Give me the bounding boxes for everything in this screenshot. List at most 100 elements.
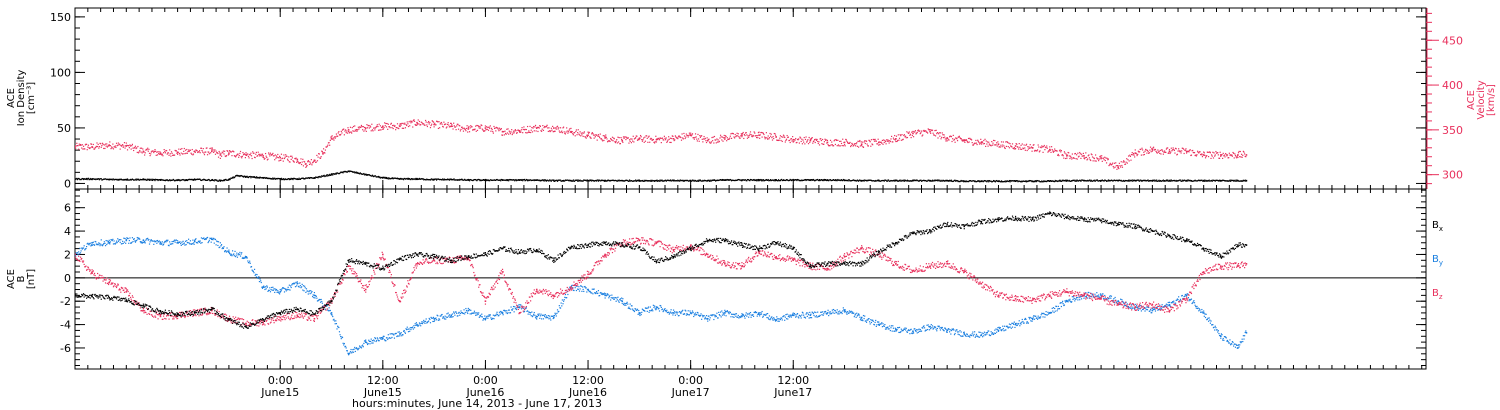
density-point xyxy=(411,178,413,180)
velocity-point xyxy=(646,137,648,139)
density-point xyxy=(150,179,152,181)
density-point xyxy=(262,176,264,179)
velocity-point xyxy=(140,151,142,153)
by-point xyxy=(1237,347,1239,349)
velocity-point xyxy=(1029,144,1031,146)
density-point xyxy=(326,174,328,176)
velocity-point xyxy=(1052,151,1055,153)
density-point xyxy=(971,180,973,182)
velocity-point xyxy=(809,138,811,140)
density-point xyxy=(1234,180,1237,182)
velocity-point xyxy=(671,137,673,140)
density-point xyxy=(1099,180,1102,182)
density-point xyxy=(215,179,217,182)
velocity-point xyxy=(333,136,336,138)
velocity-point xyxy=(1047,150,1050,152)
density-point xyxy=(468,180,471,182)
velocity-point xyxy=(673,139,675,142)
velocity-point xyxy=(872,138,874,141)
velocity-point xyxy=(946,140,948,142)
density-point xyxy=(603,180,606,182)
by-point xyxy=(100,243,102,245)
density-point xyxy=(415,177,417,180)
by-point xyxy=(172,243,174,245)
density-point xyxy=(385,176,388,179)
velocity-point xyxy=(868,139,870,141)
velocity-point xyxy=(685,136,687,138)
density-point xyxy=(273,178,275,180)
density-point xyxy=(711,179,713,181)
velocity-point xyxy=(98,147,100,149)
velocity-point xyxy=(794,139,796,141)
velocity-point xyxy=(973,143,975,145)
density-point xyxy=(874,180,876,182)
density-point xyxy=(671,180,673,182)
density-point xyxy=(246,175,248,177)
density-point xyxy=(666,179,668,182)
velocity-point xyxy=(617,136,619,138)
velocity-point xyxy=(799,136,801,138)
by-point xyxy=(255,273,257,275)
velocity-point xyxy=(348,132,350,134)
velocity-point xyxy=(621,138,623,141)
velocity-point xyxy=(448,126,450,128)
density-point xyxy=(615,179,617,182)
velocity-point xyxy=(981,141,983,143)
velocity-point xyxy=(888,142,890,144)
density-point xyxy=(1194,179,1196,181)
density-point xyxy=(1054,180,1056,183)
density-point xyxy=(651,179,653,181)
density-point xyxy=(1010,180,1012,182)
velocity-point xyxy=(610,137,612,140)
velocity-point xyxy=(343,128,345,130)
density-point xyxy=(975,181,977,183)
by-point xyxy=(250,266,252,268)
density-point xyxy=(1104,179,1106,181)
velocity-point xyxy=(489,127,491,129)
velocity-point xyxy=(1121,164,1123,167)
velocity-point xyxy=(391,124,394,127)
density-point xyxy=(1040,181,1042,183)
density-point xyxy=(428,179,430,181)
density-point xyxy=(1199,180,1201,182)
velocity-point xyxy=(401,122,403,125)
velocity-point xyxy=(1094,160,1096,162)
by-point xyxy=(137,238,139,240)
density-point xyxy=(1055,180,1057,182)
density-point xyxy=(1003,181,1006,183)
density-point xyxy=(961,180,963,182)
density-point xyxy=(1016,180,1019,182)
velocity-point xyxy=(612,140,614,142)
density-point xyxy=(109,179,111,181)
density-point xyxy=(418,177,421,180)
velocity-point xyxy=(443,121,445,123)
density-point xyxy=(625,179,628,181)
velocity-point xyxy=(1042,151,1044,153)
velocity-point xyxy=(1221,154,1223,156)
density-point xyxy=(714,179,716,181)
density-point xyxy=(542,180,545,182)
velocity-point xyxy=(292,160,294,162)
density-point xyxy=(552,179,554,181)
velocity-point xyxy=(976,143,978,146)
density-point xyxy=(274,177,276,179)
density-point xyxy=(225,179,228,181)
by-point xyxy=(222,247,224,249)
density-point xyxy=(487,179,490,181)
density-point xyxy=(471,179,473,181)
velocity-point xyxy=(1067,151,1069,154)
density-point xyxy=(541,179,543,182)
density-point xyxy=(1068,180,1070,182)
velocity-point xyxy=(423,123,425,125)
density-point xyxy=(1046,180,1048,182)
density-point xyxy=(1081,179,1083,181)
velocity-point xyxy=(107,145,110,147)
velocity-point xyxy=(501,134,504,136)
velocity-point xyxy=(1032,147,1034,149)
velocity-point xyxy=(702,138,705,140)
density-point xyxy=(928,179,930,182)
density-point xyxy=(227,179,229,181)
density-point xyxy=(261,177,263,179)
density-point xyxy=(923,180,926,182)
